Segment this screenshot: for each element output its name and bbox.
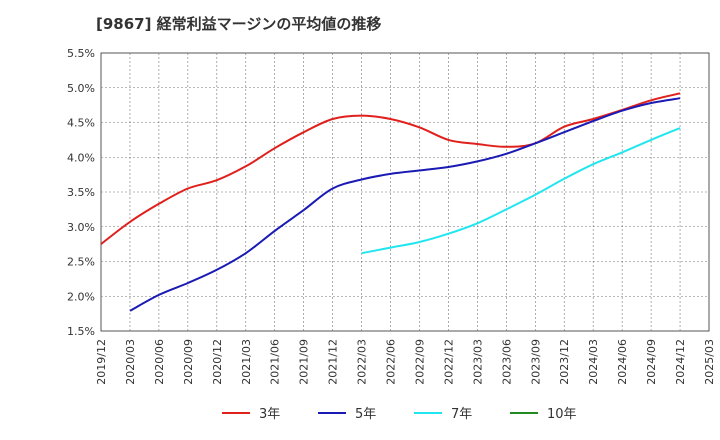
y-tick-label: 4.0%	[67, 151, 95, 164]
chart-title: [9867] 経常利益マージンの平均値の推移	[96, 15, 381, 33]
y-tick-label: 5.0%	[67, 82, 95, 95]
x-tick-label: 2021/09	[298, 339, 311, 385]
y-tick-label: 2.5%	[67, 256, 95, 269]
x-tick-label: 2020/12	[211, 339, 224, 385]
y-tick-label: 5.5%	[67, 47, 95, 60]
x-tick-label: 2022/12	[442, 339, 455, 385]
x-tick-label: 2022/03	[356, 339, 369, 385]
legend: 3年 5年 7年 10年	[222, 407, 577, 422]
series-line-2	[361, 127, 681, 255]
legend-label-1: 5年	[355, 407, 376, 422]
y-tick-label: 2.0%	[67, 290, 95, 303]
legend-label-2: 7年	[451, 407, 472, 422]
y-tick-label: 3.0%	[67, 221, 95, 234]
x-tick-label: 2023/03	[471, 339, 484, 385]
series-lines	[100, 92, 681, 312]
x-tick-label: 2023/06	[500, 339, 513, 385]
legend-label-3: 10年	[547, 407, 577, 422]
x-tick-label: 2020/06	[153, 339, 166, 385]
x-tick-label: 2019/12	[95, 339, 108, 385]
x-tick-label: 2025/03	[703, 339, 716, 385]
y-tick-label: 4.5%	[67, 117, 95, 130]
x-tick-label: 2022/06	[385, 339, 398, 385]
x-tick-label: 2023/12	[558, 339, 571, 385]
y-axis-ticks: 1.5% 2.0% 2.5% 3.0% 3.5% 4.0% 4.5% 5.0% 5.5%	[67, 47, 95, 338]
legend-label-0: 3年	[259, 407, 280, 422]
x-tick-label: 2021/06	[269, 339, 282, 385]
x-tick-label: 2020/03	[124, 339, 137, 385]
gridlines	[101, 53, 709, 331]
x-tick-label: 2024/12	[674, 339, 687, 385]
y-tick-label: 1.5%	[67, 325, 95, 338]
series-line-1	[129, 97, 681, 312]
x-tick-label: 2024/06	[616, 339, 629, 385]
x-axis-ticks: 2019/12 2020/03 2020/06 2020/09 2020/12 2021/…	[95, 339, 716, 385]
x-tick-label: 2022/09	[413, 339, 426, 385]
y-tick-label: 3.5%	[67, 186, 95, 199]
x-tick-label: 2021/03	[240, 339, 253, 385]
x-tick-label: 2024/03	[587, 339, 600, 385]
x-tick-label: 2020/09	[182, 339, 195, 385]
series-line-0	[100, 92, 681, 245]
x-tick-label: 2021/12	[327, 339, 340, 385]
x-tick-label: 2024/09	[645, 339, 658, 385]
x-tick-label: 2023/09	[529, 339, 542, 385]
